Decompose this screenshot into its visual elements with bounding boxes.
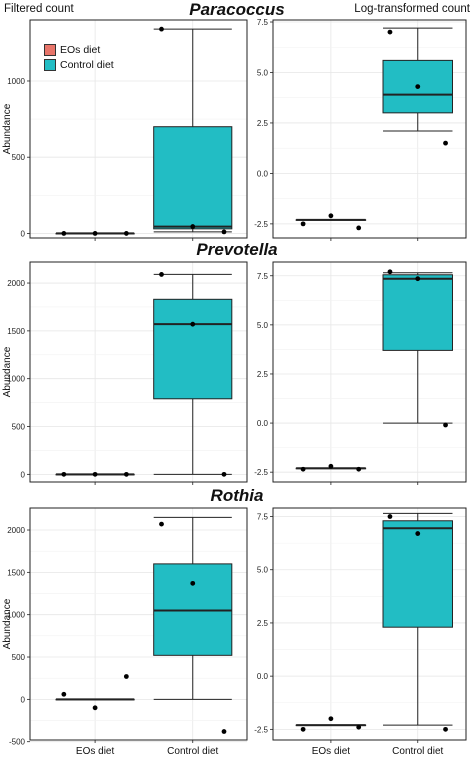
y-tick-label-paracoccus-filtered: 0 bbox=[21, 229, 26, 238]
panel-frame-prevotella-log bbox=[272, 261, 467, 483]
data-point-rothia-log-control bbox=[387, 514, 393, 519]
y-tick-label-prevotella-filtered: 1500 bbox=[7, 327, 25, 336]
data-point-rothia-filtered-eos bbox=[92, 705, 98, 711]
y-tick-label-rothia-filtered: 2000 bbox=[7, 526, 25, 535]
legend-label-eos: EOs diet bbox=[60, 43, 101, 56]
panel-frame-prevotella-filtered bbox=[29, 261, 248, 483]
data-point-prevotella-filtered-eos bbox=[61, 471, 67, 477]
left-column-title: Filtered count bbox=[4, 3, 74, 15]
x-tick-label-rothia-filtered: EOs diet bbox=[76, 746, 115, 757]
data-point-prevotella-filtered-control bbox=[221, 471, 227, 477]
y-tick-label-prevotella-log: 5.0 bbox=[257, 321, 269, 330]
panel-frame-paracoccus-filtered bbox=[29, 19, 248, 239]
taxon-title-paracoccus: Paracoccus bbox=[189, 0, 285, 19]
taxon-title-rothia: Rothia bbox=[210, 486, 264, 505]
panel-frame-rothia-filtered bbox=[29, 507, 248, 741]
y-tick-label-prevotella-filtered: 1000 bbox=[7, 375, 25, 384]
data-point-prevotella-filtered-eos bbox=[123, 471, 129, 477]
data-point-paracoccus-filtered-eos bbox=[123, 231, 129, 236]
taxon-title-prevotella: Prevotella bbox=[196, 240, 278, 259]
y-tick-label-paracoccus-log: 0.0 bbox=[257, 169, 269, 178]
data-point-rothia-log-eos bbox=[328, 716, 334, 722]
x-tick-label-rothia-log: Control diet bbox=[392, 746, 443, 757]
right-column-title: Log-transformed count bbox=[354, 3, 470, 15]
data-point-paracoccus-filtered-control bbox=[190, 224, 196, 229]
y-axis-label-rothia-filtered: Abundance bbox=[2, 598, 13, 649]
y-tick-label-paracoccus-log: 2.5 bbox=[257, 119, 269, 128]
data-point-prevotella-filtered-control bbox=[159, 272, 164, 277]
panel-frame-rothia-log bbox=[272, 507, 467, 741]
y-tick-label-prevotella-filtered: 0 bbox=[21, 470, 26, 479]
data-point-paracoccus-log-control bbox=[387, 29, 393, 35]
y-tick-label-prevotella-filtered: 2000 bbox=[7, 279, 25, 288]
data-point-paracoccus-log-eos bbox=[300, 221, 306, 227]
data-point-paracoccus-log-control bbox=[415, 84, 421, 90]
legend-item-eos: EOs diet bbox=[44, 42, 114, 57]
y-tick-label-rothia-filtered: 500 bbox=[12, 653, 26, 662]
data-point-prevotella-log-eos bbox=[328, 463, 334, 469]
legend-swatch-eos bbox=[44, 43, 56, 56]
data-point-paracoccus-log-control bbox=[443, 140, 448, 146]
y-tick-label-prevotella-log: 7.5 bbox=[257, 272, 269, 281]
data-point-prevotella-log-control bbox=[387, 269, 393, 275]
y-tick-label-prevotella-log: 0.0 bbox=[257, 419, 269, 428]
y-tick-label-rothia-filtered: 0 bbox=[21, 695, 26, 704]
y-tick-label-rothia-log: 2.5 bbox=[257, 619, 269, 628]
y-tick-label-rothia-filtered: -500 bbox=[9, 738, 26, 747]
data-point-prevotella-filtered-eos bbox=[92, 471, 98, 477]
data-point-paracoccus-filtered-eos bbox=[61, 231, 67, 236]
y-tick-label-prevotella-log: -2.5 bbox=[254, 468, 268, 477]
y-tick-label-paracoccus-filtered: 1000 bbox=[7, 77, 25, 86]
data-point-rothia-filtered-eos bbox=[61, 691, 67, 697]
data-point-rothia-log-eos bbox=[356, 724, 362, 730]
y-axis-label-prevotella-filtered: Abundance bbox=[2, 346, 13, 397]
y-tick-label-paracoccus-log: 5.0 bbox=[257, 68, 269, 77]
data-point-rothia-filtered-control bbox=[221, 729, 227, 734]
legend-label-control: Control diet bbox=[60, 58, 114, 71]
y-tick-label-rothia-log: 5.0 bbox=[257, 566, 269, 575]
y-tick-label-prevotella-log: 2.5 bbox=[257, 370, 269, 379]
data-point-rothia-filtered-eos bbox=[123, 674, 129, 679]
y-tick-label-paracoccus-log: 7.5 bbox=[257, 18, 269, 27]
x-tick-label-rothia-filtered: Control diet bbox=[167, 746, 218, 757]
box-prevotella-filtered-control bbox=[153, 298, 233, 400]
data-point-paracoccus-log-eos bbox=[356, 225, 362, 231]
y-tick-label-rothia-log: 0.0 bbox=[257, 672, 269, 681]
y-tick-label-rothia-filtered: 1500 bbox=[7, 568, 25, 577]
y-tick-label-rothia-filtered: 1000 bbox=[7, 611, 25, 620]
data-point-rothia-log-control bbox=[415, 531, 421, 536]
legend-swatch-control bbox=[44, 58, 56, 71]
data-point-prevotella-log-control bbox=[443, 422, 448, 428]
box-rothia-log-control bbox=[382, 520, 453, 628]
data-point-prevotella-filtered-control bbox=[190, 321, 196, 327]
data-point-rothia-filtered-control bbox=[190, 580, 196, 586]
data-point-prevotella-log-eos bbox=[356, 466, 362, 472]
legend: EOs diet Control diet bbox=[44, 42, 114, 72]
y-tick-label-paracoccus-log: -2.5 bbox=[254, 220, 268, 229]
data-point-paracoccus-filtered-control bbox=[221, 229, 227, 235]
data-point-rothia-filtered-control bbox=[159, 521, 164, 527]
panel-frame-paracoccus-log bbox=[272, 19, 467, 239]
y-tick-label-paracoccus-filtered: 500 bbox=[12, 153, 26, 162]
y-tick-label-rothia-log: -2.5 bbox=[254, 725, 268, 734]
y-axis-label-paracoccus-filtered: Abundance bbox=[2, 103, 13, 154]
data-point-paracoccus-log-eos bbox=[328, 213, 334, 219]
data-point-paracoccus-filtered-eos bbox=[92, 231, 98, 236]
data-point-paracoccus-filtered-control bbox=[159, 26, 164, 32]
box-paracoccus-filtered-control bbox=[153, 126, 233, 230]
data-point-rothia-log-eos bbox=[300, 726, 306, 732]
x-tick-label-rothia-log: EOs diet bbox=[312, 746, 351, 757]
data-point-prevotella-log-control bbox=[415, 276, 421, 282]
y-tick-label-rothia-log: 7.5 bbox=[257, 513, 269, 522]
box-prevotella-log-control bbox=[382, 274, 453, 351]
y-tick-label-prevotella-filtered: 500 bbox=[12, 423, 26, 432]
legend-item-control: Control diet bbox=[44, 57, 114, 72]
data-point-prevotella-log-eos bbox=[300, 466, 306, 472]
data-point-rothia-log-control bbox=[443, 726, 448, 732]
